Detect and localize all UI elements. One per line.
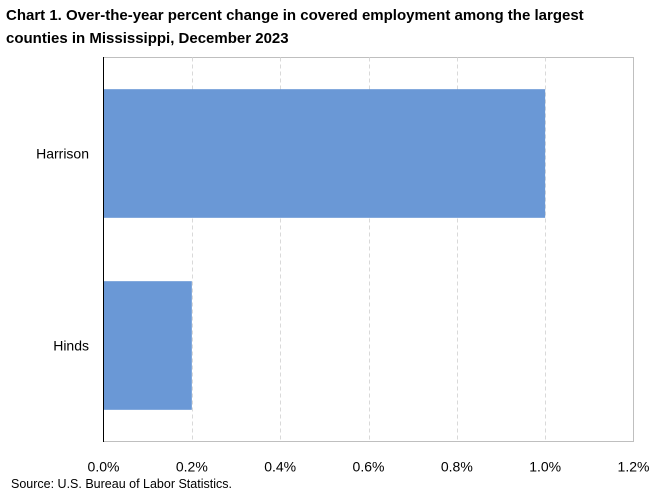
x-tick-label: 0.0% (88, 459, 120, 475)
category-label-hinds: Hinds (53, 338, 89, 354)
x-tick-label: 0.8% (441, 459, 473, 475)
x-tick-label: 0.6% (353, 459, 385, 475)
x-tick-label: 1.0% (529, 459, 561, 475)
y-axis-labels: Harrison Hinds (36, 146, 89, 354)
bar-harrison (103, 89, 546, 218)
chart-title: Chart 1. Over-the-year percent change in… (6, 4, 656, 50)
x-tick-label: 0.2% (176, 459, 208, 475)
bar-hinds (103, 281, 192, 410)
chart-title-line-1: Chart 1. Over-the-year percent change in… (6, 7, 584, 24)
x-tick-label: 1.2% (618, 459, 650, 475)
bars (103, 89, 546, 410)
chart-title-line-2: counties in Mississippi, December 2023 (6, 30, 289, 47)
category-label-harrison: Harrison (36, 146, 89, 162)
source-note: Source: U.S. Bureau of Labor Statistics. (11, 477, 232, 491)
x-axis-ticks: 0.0% 0.2% 0.4% 0.6% 0.8% 1.0% 1.2% (88, 459, 650, 475)
x-tick-label: 0.4% (264, 459, 296, 475)
